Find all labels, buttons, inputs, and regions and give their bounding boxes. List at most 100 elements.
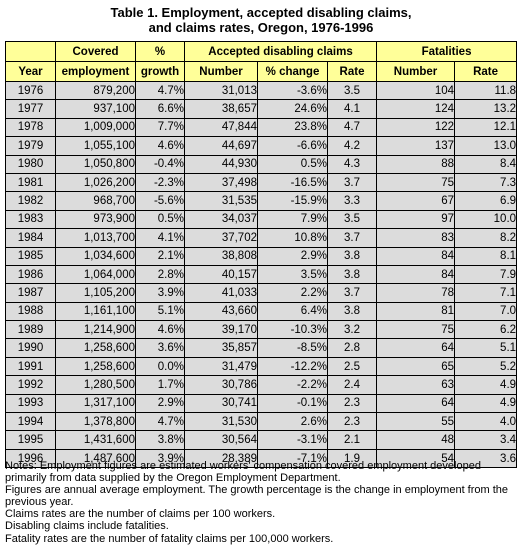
cell-year: 1980 bbox=[5, 154, 56, 174]
cell-fatality-rate: 6.2 bbox=[454, 320, 518, 340]
cell-growth: 4.7% bbox=[135, 80, 185, 101]
cell-claims-rate: 2.3 bbox=[326, 412, 378, 432]
cell-growth: 0.5% bbox=[135, 209, 185, 230]
cell-fatality-number: 124 bbox=[376, 99, 456, 119]
cell-fatality-rate: 5.1 bbox=[454, 338, 518, 358]
cell-employment: 1,055,100 bbox=[55, 136, 136, 156]
cell-year: 1990 bbox=[5, 338, 56, 358]
table-row: 1987 1,105,200 3.9% 41,033 2.2% 3.7 78 7.1 bbox=[5, 283, 518, 303]
cell-fatality-number: 64 bbox=[376, 338, 456, 358]
header-accepted-claims-group: Accepted disabling claims bbox=[183, 41, 378, 62]
cell-claims-change: -10.3% bbox=[257, 320, 328, 340]
cell-year: 1979 bbox=[5, 136, 56, 156]
cell-claims-change: -15.9% bbox=[257, 191, 328, 211]
cell-employment: 1,064,000 bbox=[55, 264, 136, 285]
table-body: 1976 879,200 4.7% 31,013 -3.6% 3.5 104 11.8 1977… bbox=[5, 80, 518, 469]
cell-fatality-number: 97 bbox=[376, 209, 456, 230]
cell-claims-rate: 4.2 bbox=[326, 136, 378, 156]
cell-employment: 1,378,800 bbox=[55, 412, 136, 432]
cell-fatality-number: 63 bbox=[376, 375, 456, 395]
cell-claims-change: -8.5% bbox=[257, 338, 328, 358]
note-line: Notes: Employment figures are estimated … bbox=[5, 460, 481, 485]
cell-fatality-number: 88 bbox=[376, 154, 456, 174]
cell-claims-change: -7.1% bbox=[257, 448, 328, 469]
cell-claims-rate: 4.7 bbox=[326, 117, 378, 138]
cell-claims-number: 30,786 bbox=[184, 375, 258, 395]
cell-fatality-rate: 4.0 bbox=[454, 412, 518, 432]
cell-claims-rate: 3.2 bbox=[326, 320, 378, 340]
cell-claims-rate: 4.1 bbox=[326, 99, 378, 119]
cell-claims-rate: 2.3 bbox=[326, 393, 378, 414]
cell-growth: 2.9% bbox=[135, 393, 185, 414]
table-row: 1984 1,013,700 4.1% 37,702 10.8% 3.7 83 8.2 bbox=[5, 228, 518, 248]
cell-fatality-rate: 8.1 bbox=[454, 246, 518, 266]
note-line: Fatality rates are the number of fatalit… bbox=[5, 532, 334, 545]
cell-claims-rate: 2.1 bbox=[326, 430, 378, 450]
cell-claims-number: 30,741 bbox=[184, 393, 258, 414]
cell-claims-change: -6.6% bbox=[257, 136, 328, 156]
cell-claims-rate: 3.8 bbox=[326, 301, 378, 322]
cell-employment: 1,050,800 bbox=[55, 154, 136, 174]
header-employment: employment bbox=[55, 61, 136, 82]
cell-year: 1989 bbox=[5, 320, 56, 340]
cell-growth: 4.6% bbox=[135, 136, 185, 156]
cell-growth: 0.0% bbox=[135, 356, 185, 377]
cell-claims-rate: 2.4 bbox=[326, 375, 378, 395]
cell-claims-number: 40,157 bbox=[184, 264, 258, 285]
cell-fatality-number: 84 bbox=[376, 264, 456, 285]
cell-employment: 1,431,600 bbox=[55, 430, 136, 450]
cell-claims-number: 38,808 bbox=[184, 246, 258, 266]
cell-fatality-rate: 7.3 bbox=[454, 172, 518, 193]
table-row: 1977 937,100 6.6% 38,657 24.6% 4.1 124 13.2 bbox=[5, 99, 518, 119]
cell-claims-change: 10.8% bbox=[257, 228, 328, 248]
cell-growth: 3.6% bbox=[135, 338, 185, 358]
cell-fatality-number: 78 bbox=[376, 283, 456, 303]
cell-fatality-number: 67 bbox=[376, 191, 456, 211]
cell-fatality-rate: 3.4 bbox=[454, 430, 518, 450]
cell-claims-change: -16.5% bbox=[257, 172, 328, 193]
cell-fatality-rate: 6.9 bbox=[454, 191, 518, 211]
header-fatality-number: Number bbox=[376, 61, 456, 82]
cell-employment: 1,026,200 bbox=[55, 172, 136, 193]
cell-fatality-number: 64 bbox=[376, 393, 456, 414]
table-row: 1991 1,258,600 0.0% 31,479 -12.2% 2.5 65 5.2 bbox=[5, 356, 518, 377]
cell-year: 1983 bbox=[5, 209, 56, 230]
cell-claims-change: -3.1% bbox=[257, 430, 328, 450]
cell-employment: 1,214,900 bbox=[55, 320, 136, 340]
cell-growth: 5.1% bbox=[135, 301, 185, 322]
cell-fatality-rate: 8.4 bbox=[454, 154, 518, 174]
cell-year: 1988 bbox=[5, 301, 56, 322]
cell-growth: 2.1% bbox=[135, 246, 185, 266]
cell-year: 1992 bbox=[5, 375, 56, 395]
cell-employment: 1,258,600 bbox=[55, 356, 136, 377]
cell-fatality-rate: 8.2 bbox=[454, 228, 518, 248]
cell-employment: 1,105,200 bbox=[55, 283, 136, 303]
table-row: 1994 1,378,800 4.7% 31,530 2.6% 2.3 55 4.0 bbox=[5, 412, 518, 432]
cell-fatality-number: 75 bbox=[376, 320, 456, 340]
header-pct-change: % change bbox=[257, 61, 328, 82]
cell-fatality-rate: 12.1 bbox=[454, 117, 518, 138]
cell-fatality-number: 137 bbox=[376, 136, 456, 156]
cell-claims-number: 35,857 bbox=[184, 338, 258, 358]
cell-growth: 4.6% bbox=[135, 320, 185, 340]
table-row: 1985 1,034,600 2.1% 38,808 2.9% 3.8 84 8.1 bbox=[5, 246, 518, 266]
cell-claims-number: 39,170 bbox=[184, 320, 258, 340]
table-row: 1981 1,026,200 -2.3% 37,498 -16.5% 3.7 75 7.3 bbox=[5, 172, 518, 193]
cell-fatality-rate: 7.1 bbox=[454, 283, 518, 303]
table-row: 1995 1,431,600 3.8% 30,564 -3.1% 2.1 48 3.4 bbox=[5, 430, 518, 450]
cell-fatality-rate: 4.9 bbox=[454, 393, 518, 414]
cell-claims-change: 2.2% bbox=[257, 283, 328, 303]
cell-growth: -0.4% bbox=[135, 154, 185, 174]
cell-claims-rate: 4.3 bbox=[326, 154, 378, 174]
cell-growth: 6.6% bbox=[135, 99, 185, 119]
table-row: 1979 1,055,100 4.6% 44,697 -6.6% 4.2 137 13.0 bbox=[5, 136, 518, 156]
cell-employment: 1,280,500 bbox=[55, 375, 136, 395]
cell-employment: 1,487,600 bbox=[55, 448, 136, 469]
table-notes: Notes: Employment figures are estimated … bbox=[5, 460, 519, 545]
cell-claims-rate: 3.5 bbox=[326, 80, 378, 101]
cell-claims-change: 24.6% bbox=[257, 99, 328, 119]
cell-growth: 7.7% bbox=[135, 117, 185, 138]
header-fatalities-group: Fatalities bbox=[376, 41, 518, 62]
cell-fatality-number: 55 bbox=[376, 412, 456, 432]
cell-claims-rate: 3.8 bbox=[326, 264, 378, 285]
